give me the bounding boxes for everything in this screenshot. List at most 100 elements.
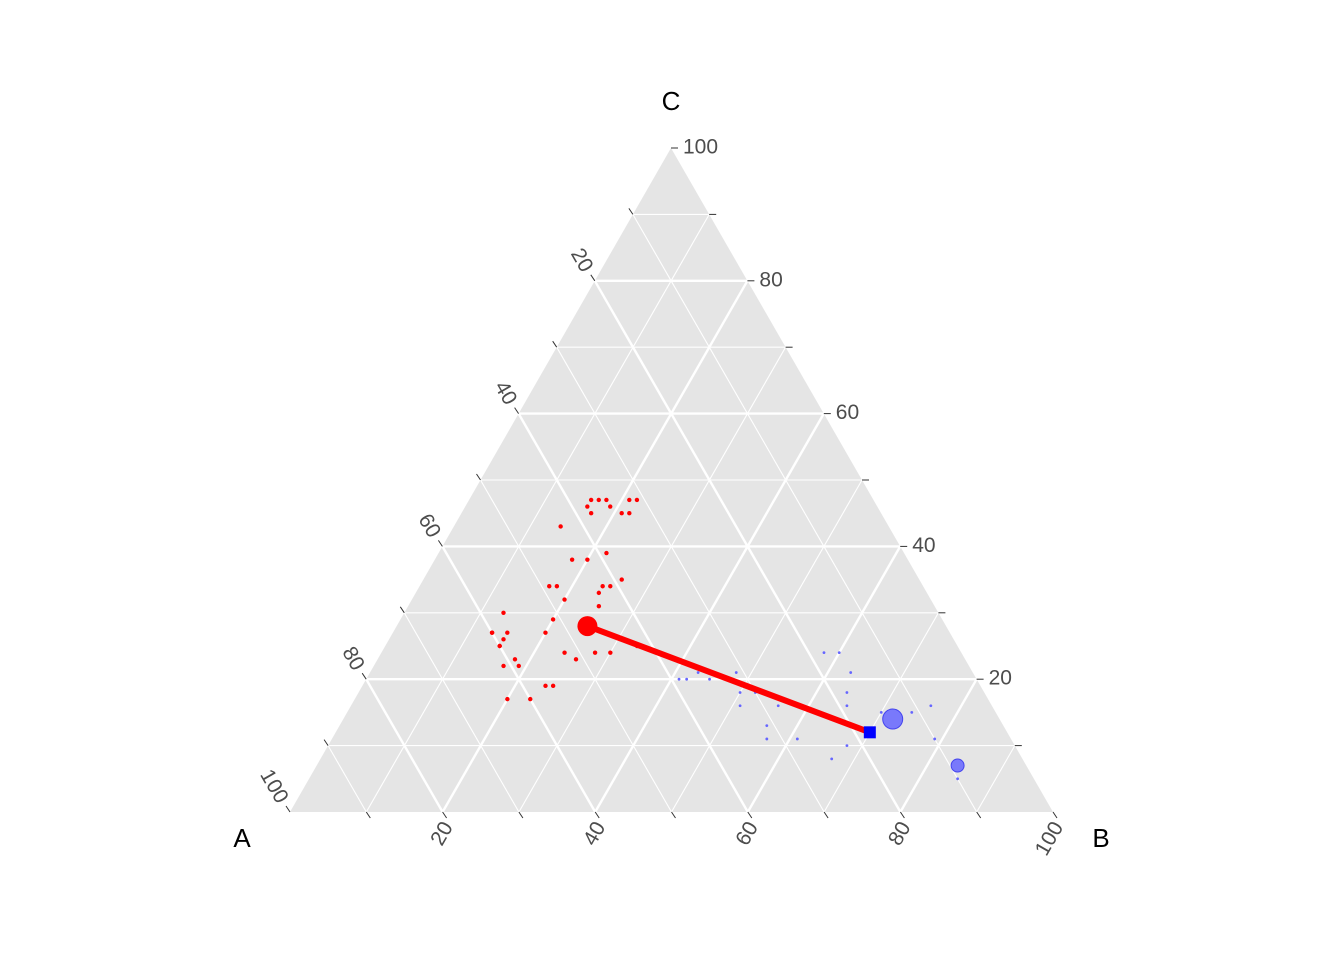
axis-b-tick-label: 100 — [1031, 818, 1068, 860]
plot-panel — [290, 148, 1053, 813]
data-point — [550, 617, 556, 622]
grid-line-minor — [327, 745, 367, 813]
data-point — [685, 677, 689, 681]
grid-line-major — [746, 545, 902, 813]
data-point — [849, 671, 853, 674]
data-point — [573, 657, 579, 662]
axis-b-tick-label: 40 — [579, 818, 611, 850]
data-point — [765, 724, 769, 728]
series-1 — [489, 497, 640, 702]
summary-layer — [577, 616, 965, 773]
data-point — [505, 696, 510, 702]
data-point — [765, 737, 769, 741]
data-point — [822, 651, 826, 655]
data-point — [845, 691, 849, 694]
axis-b-tick-label: 20 — [426, 818, 458, 850]
grid-line-major — [899, 678, 978, 813]
data-point — [879, 711, 883, 714]
grid-line-minor — [556, 346, 825, 813]
data-point — [569, 557, 575, 562]
data-point — [528, 696, 533, 702]
data-point — [604, 550, 609, 556]
large-point — [950, 758, 965, 773]
grid-line-minor — [480, 479, 672, 813]
grid-major — [365, 279, 978, 813]
axis-c-tick-label: 60 — [836, 401, 859, 424]
data-point — [592, 650, 598, 655]
data-point — [956, 777, 959, 781]
axis-b-tick-label: 80 — [884, 818, 916, 850]
tick-mark — [899, 811, 905, 819]
tick-mark — [323, 739, 329, 746]
tick-mark — [442, 811, 448, 819]
tick-mark — [514, 407, 520, 414]
data-point — [596, 590, 602, 596]
data-point — [550, 683, 556, 689]
data-point — [585, 557, 590, 562]
data-point — [501, 663, 506, 669]
data-point — [554, 584, 560, 589]
data-point — [596, 603, 602, 609]
data-point — [608, 584, 613, 589]
axis-a-tick-label: 60 — [414, 510, 446, 542]
axis-c-tick-label: 80 — [759, 268, 782, 291]
grid-line-minor — [403, 612, 520, 813]
data-point — [596, 497, 601, 503]
grid-line-minor — [365, 214, 710, 813]
data-points — [489, 497, 959, 781]
data-point — [516, 663, 521, 669]
tick-mark — [285, 805, 291, 813]
data-point — [776, 704, 780, 708]
grid-line-major — [441, 545, 597, 813]
tick-mark — [590, 274, 596, 282]
data-point — [933, 737, 937, 741]
data-point — [677, 677, 681, 681]
axis-ticks — [285, 147, 1058, 819]
data-point — [588, 497, 594, 503]
data-point — [910, 711, 914, 714]
data-point — [696, 671, 700, 674]
data-point — [738, 704, 742, 708]
grid-line-major — [594, 413, 825, 813]
axis-b-title: B — [1092, 823, 1109, 853]
data-point — [501, 637, 506, 642]
tick-mark — [747, 811, 753, 819]
axis-c-tick-labels: 20 40 60 80 100 — [683, 136, 1012, 690]
axis-a-tick-label: 20 — [566, 244, 598, 276]
data-point — [738, 691, 742, 694]
data-point — [634, 497, 640, 503]
axis-c-title: C — [662, 86, 681, 116]
data-point — [734, 671, 738, 674]
data-point — [512, 657, 518, 662]
data-point — [497, 643, 502, 649]
tick-mark — [361, 672, 367, 680]
grid-line-major — [365, 678, 444, 813]
tick-mark — [594, 811, 600, 819]
data-point — [708, 677, 711, 681]
grid-line-minor — [518, 346, 787, 813]
data-point — [604, 497, 609, 503]
data-point — [627, 497, 632, 503]
axis-c-tick-label: 20 — [989, 667, 1012, 690]
axis-a-tick-label: 100 — [255, 765, 292, 807]
data-point — [489, 630, 495, 635]
series-2-mean-marker — [863, 726, 876, 739]
data-point — [845, 704, 849, 708]
data-point — [585, 504, 590, 509]
tick-mark — [399, 606, 405, 614]
axis-a-title: A — [233, 823, 251, 853]
tick-mark — [1052, 811, 1058, 819]
tick-mark — [437, 540, 443, 547]
series-1-mean-marker — [577, 616, 598, 637]
axis-c-tick-label: 100 — [683, 136, 718, 159]
axis-b-tick-label: 60 — [731, 818, 763, 850]
data-point — [562, 650, 567, 655]
data-point — [505, 630, 510, 635]
data-point — [501, 610, 506, 615]
data-point — [588, 511, 594, 516]
data-point — [558, 524, 563, 529]
axis-a-tick-label: 80 — [337, 643, 369, 675]
grid-line-minor — [671, 479, 863, 813]
data-point — [845, 744, 849, 747]
axis-c-tick-label: 40 — [912, 534, 935, 557]
